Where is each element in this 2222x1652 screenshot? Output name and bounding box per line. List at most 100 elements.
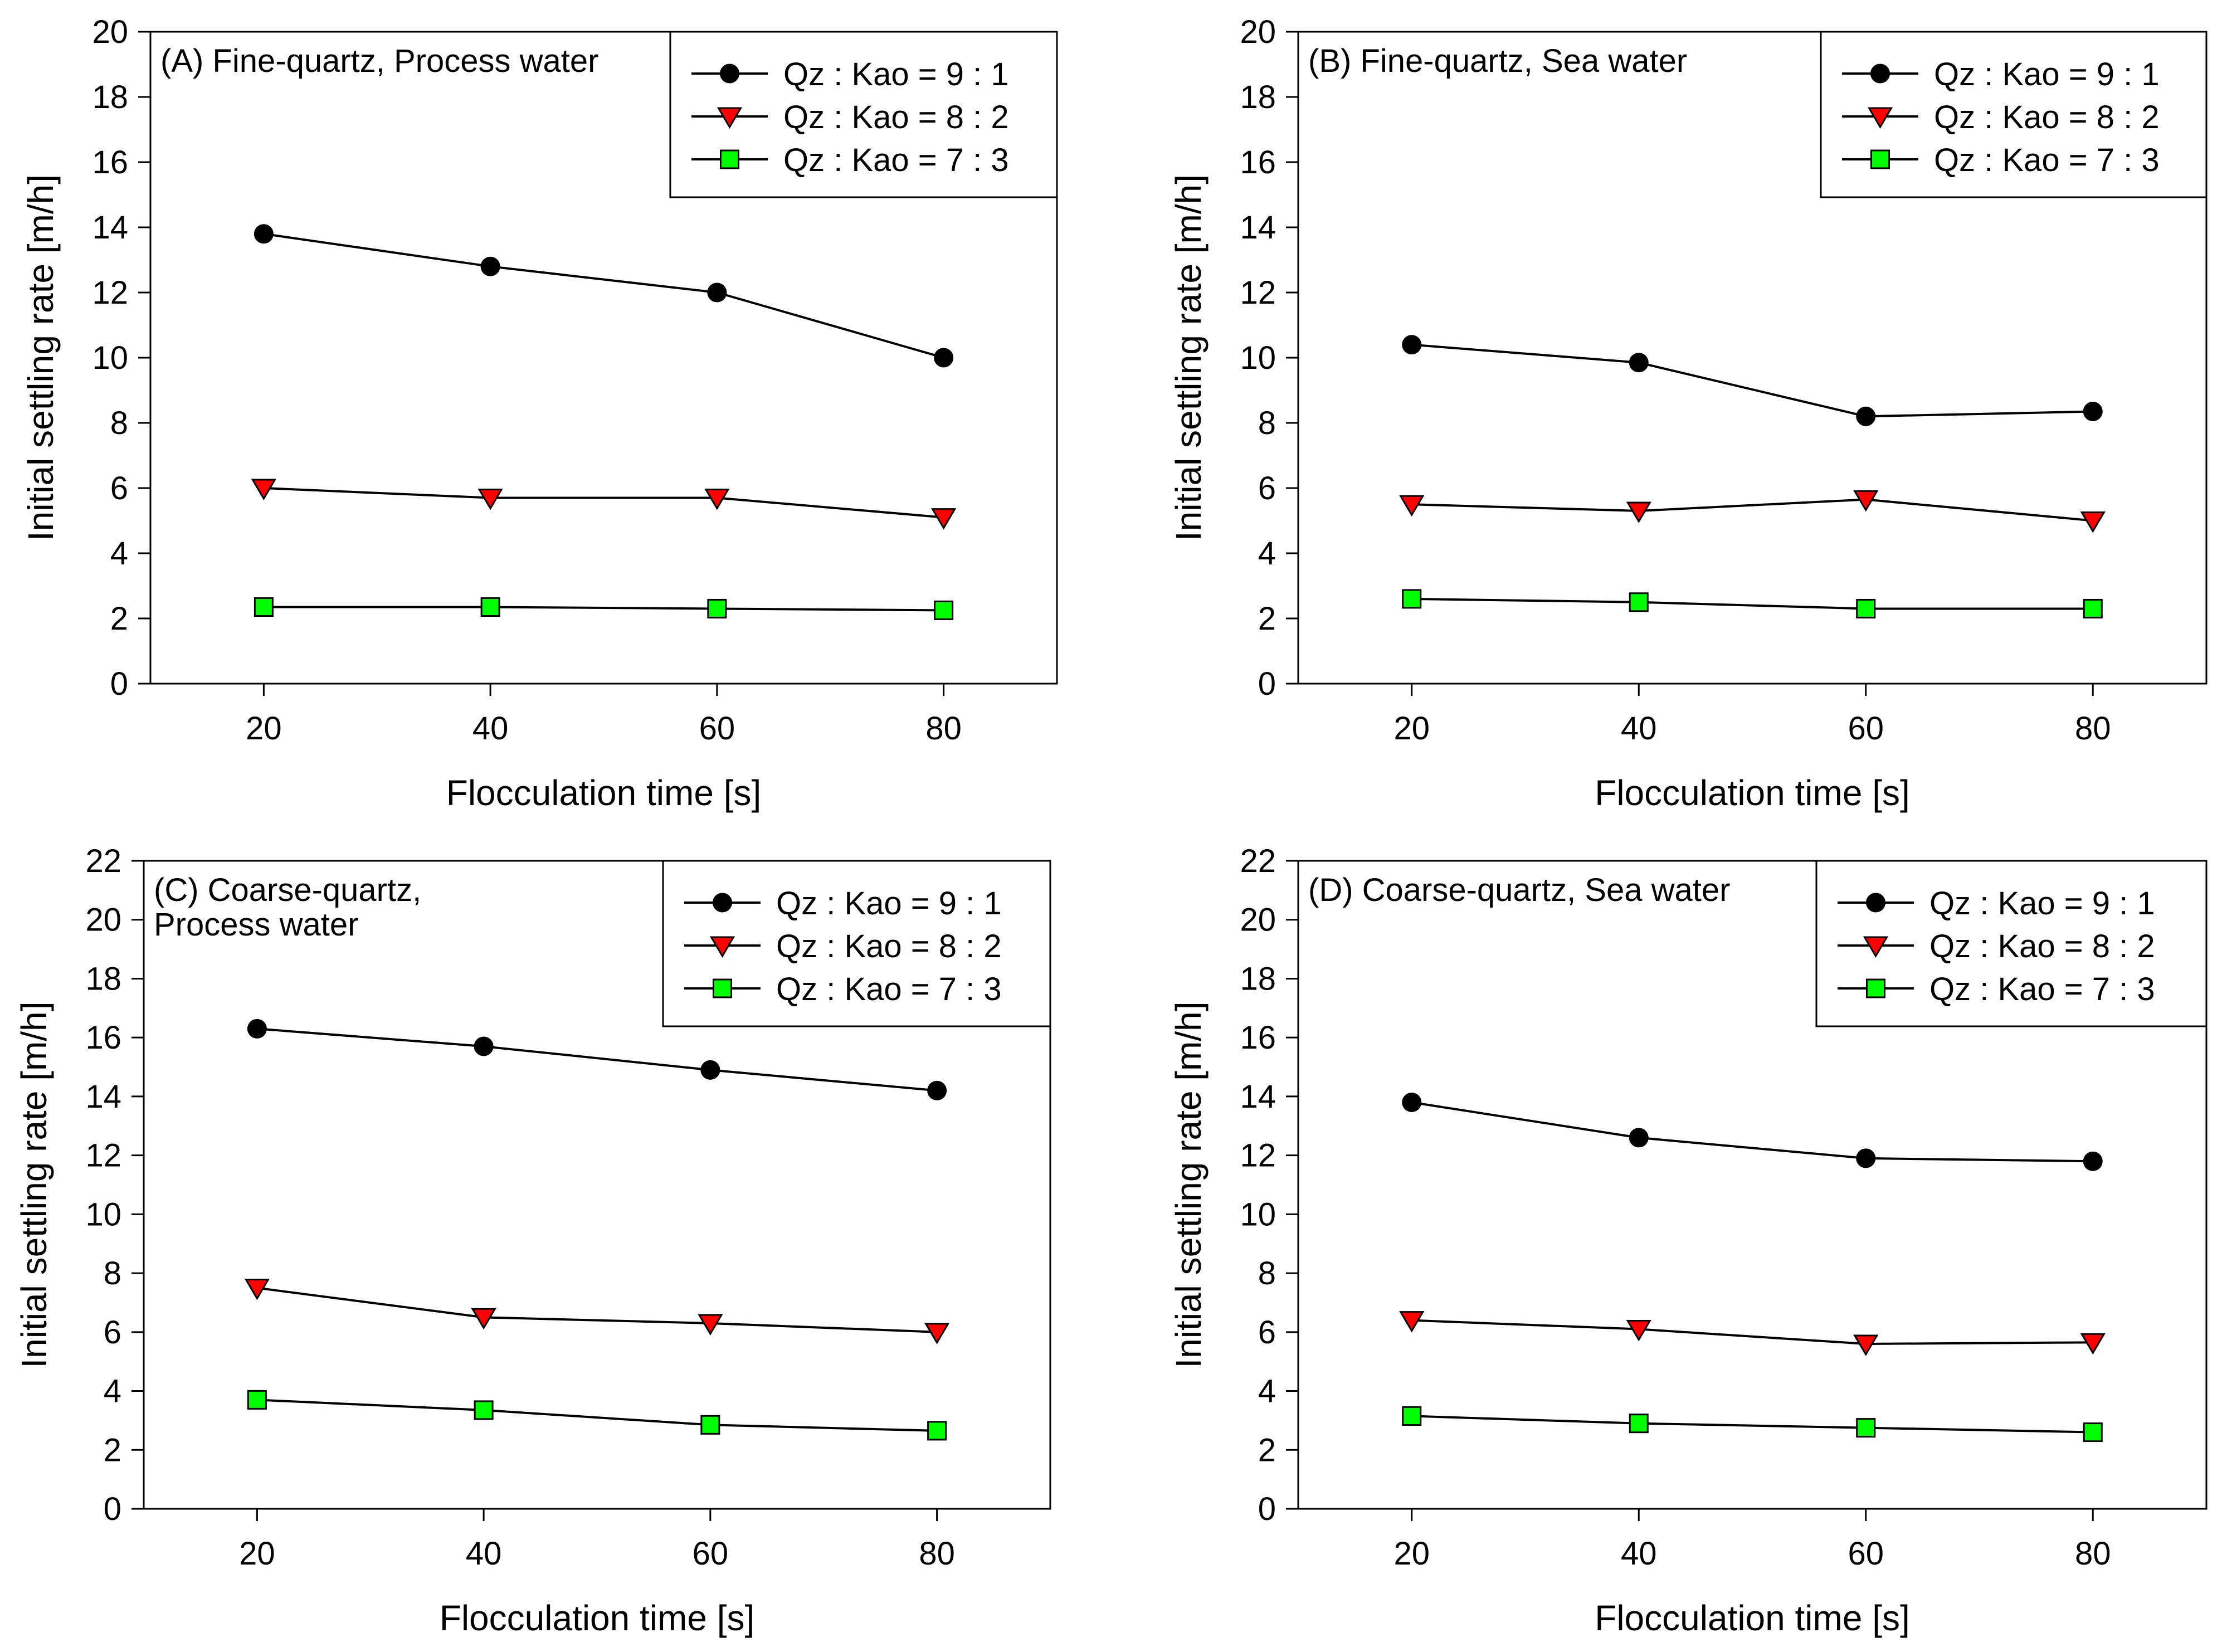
y-tick-label: 6 — [1258, 1314, 1276, 1351]
series-line — [264, 487, 944, 519]
x-axis-title: Flocculation time [s] — [1595, 1598, 1910, 1638]
y-tick-label: 0 — [110, 666, 128, 702]
x-tick-label: 40 — [472, 710, 509, 747]
x-tick-label: 20 — [1393, 1536, 1430, 1572]
y-tick-label: 16 — [1240, 144, 1276, 181]
y-tick-label: 12 — [1240, 1138, 1276, 1174]
legend-marker — [1870, 64, 1890, 84]
data-point — [924, 1323, 950, 1344]
y-axis-title: Initial settling rate [m/h] — [14, 1001, 54, 1368]
legend-marker — [720, 149, 739, 169]
data-point — [251, 479, 276, 500]
panel-c: 0 2 4 6 8 10 12 14 16 18 20 22 20 40 60 80 Flocculation … — [14, 843, 1051, 1638]
y-tick-label: 4 — [1258, 535, 1276, 572]
data-point — [2083, 598, 2103, 618]
legend-marker — [713, 978, 732, 998]
y-tick-label: 0 — [1258, 666, 1276, 702]
y-tick-label: 12 — [1240, 275, 1276, 311]
data-point — [1853, 490, 1879, 512]
y-tick-label: 10 — [1240, 1196, 1276, 1232]
data-point — [707, 282, 727, 303]
legend-label: Qz : Kao = 9 : 1 — [783, 56, 1009, 92]
legend-marker — [720, 64, 739, 84]
data-point — [480, 597, 500, 617]
x-tick-label: 40 — [1621, 710, 1657, 747]
y-tick-label: 22 — [85, 843, 121, 879]
y-tick-label: 14 — [92, 209, 128, 246]
y-tick-label: 16 — [92, 144, 128, 181]
data-point — [244, 1279, 270, 1300]
data-point — [254, 597, 274, 617]
data-point — [480, 256, 500, 276]
y-tick-label: 8 — [1258, 1255, 1276, 1292]
data-point — [1856, 598, 1876, 618]
data-point — [1402, 1092, 1422, 1112]
data-point — [1629, 1128, 1649, 1148]
x-tick-label: 80 — [2075, 1536, 2111, 1572]
y-tick-label: 10 — [85, 1196, 121, 1232]
data-point — [1856, 1148, 1876, 1168]
data-point — [1856, 406, 1876, 426]
x-tick-label: 20 — [246, 710, 282, 747]
y-tick-label: 2 — [1258, 1432, 1276, 1468]
y-tick-label: 12 — [92, 275, 128, 311]
y-tick-label: 18 — [92, 79, 128, 115]
data-point — [698, 1314, 723, 1336]
panel-title: (D) Coarse-quartz, Sea water — [1308, 872, 1730, 908]
data-point — [2083, 402, 2103, 422]
series-line — [264, 606, 944, 612]
y-tick-label: 12 — [85, 1138, 121, 1174]
y-tick-label: 10 — [1240, 340, 1276, 376]
data-point — [927, 1421, 947, 1441]
x-tick-label: 60 — [1848, 710, 1884, 747]
y-tick-label: 4 — [110, 535, 128, 572]
legend-label: Qz : Kao = 8 : 2 — [776, 928, 1002, 964]
data-point — [700, 1060, 720, 1080]
data-point — [704, 489, 730, 510]
legend-label: Qz : Kao = 9 : 1 — [1934, 56, 2160, 92]
y-tick-label: 18 — [1240, 79, 1276, 115]
panel-title: (B) Fine-quartz, Sea water — [1308, 43, 1687, 79]
y-tick-label: 20 — [92, 14, 128, 50]
y-tick-label: 4 — [1258, 1373, 1276, 1410]
data-point — [474, 1400, 494, 1420]
data-point — [934, 600, 954, 620]
legend-label: Qz : Kao = 8 : 2 — [783, 99, 1009, 135]
data-point — [2080, 511, 2106, 533]
legend-label: Qz : Kao = 7 : 3 — [783, 142, 1009, 178]
x-axis-title: Flocculation time [s] — [1595, 773, 1910, 813]
y-tick-label: 0 — [104, 1491, 121, 1527]
legend-marker — [717, 107, 743, 129]
y-tick-label: 14 — [1240, 209, 1276, 246]
legend-marker — [1870, 149, 1890, 169]
x-tick-label: 20 — [1393, 710, 1430, 747]
data-point — [254, 224, 274, 244]
x-tick-label: 80 — [919, 1536, 955, 1572]
data-point — [934, 348, 954, 368]
data-point — [1402, 335, 1422, 355]
series-line — [1411, 1101, 2093, 1163]
series-line — [1411, 1319, 2093, 1345]
data-point — [477, 489, 503, 510]
data-point — [707, 598, 727, 618]
y-tick-label: 14 — [85, 1079, 121, 1115]
data-point — [1626, 501, 1651, 523]
y-tick-label: 20 — [1240, 14, 1276, 50]
panel-title: (A) Fine-quartz, Process water — [160, 43, 598, 79]
x-tick-label: 80 — [2075, 710, 2111, 747]
x-tick-label: 60 — [1848, 1536, 1884, 1572]
x-tick-label: 20 — [239, 1536, 275, 1572]
y-tick-label: 0 — [1258, 1491, 1276, 1527]
series-line — [1411, 1415, 2093, 1434]
legend-label: Qz : Kao = 7 : 3 — [776, 971, 1002, 1007]
data-point — [1853, 1334, 1879, 1356]
plot-frame — [1297, 860, 2208, 1510]
y-tick-label: 2 — [1258, 601, 1276, 637]
legend-label: Qz : Kao = 7 : 3 — [1934, 142, 2160, 178]
panel-title: (C) Coarse-quartz, — [154, 872, 421, 908]
y-tick-label: 22 — [1240, 843, 1276, 879]
x-axis-title: Flocculation time [s] — [440, 1598, 755, 1638]
y-tick-label: 16 — [85, 1020, 121, 1056]
y-tick-label: 8 — [104, 1255, 121, 1292]
